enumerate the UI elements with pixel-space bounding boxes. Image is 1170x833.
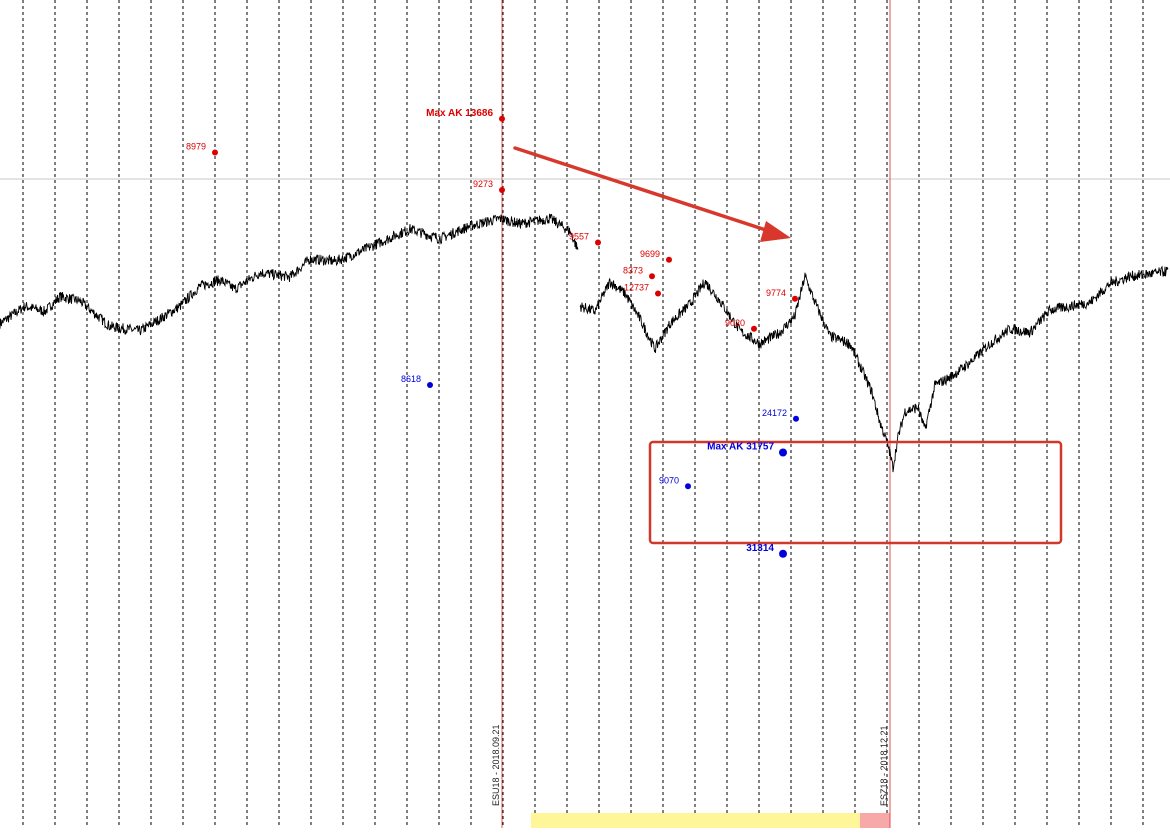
call-12737-label: 12737 [624,283,649,293]
expiry-label-esu18: ESU18 - 2018.09.21 [491,724,501,806]
call-8979-label: 8979 [186,142,206,152]
call-9557-label: 9557 [569,232,589,242]
call-8373-label: 8373 [623,265,643,275]
trend-arrow [513,146,791,242]
put-8618-label: 8618 [401,374,421,384]
annotation-layer: 9273 Max AK 13686 8979 9557 9699 8373 12737 977… [186,108,799,558]
call-9699-dot [666,256,672,263]
vertical-grid [22,0,1144,828]
call-9273-dot [499,187,505,193]
put-31314-label: 31314 [746,543,774,554]
put-8618-dot [427,382,433,388]
put-9070-label: 9070 [659,475,679,485]
call-9020-label: 9020 [725,318,745,328]
call-8979-dot [212,149,218,156]
call-9020-dot [751,325,757,332]
put-max-dot [779,448,787,457]
call-max-label: Max AK 13686 [426,108,493,119]
call-9774-label: 9774 [766,288,786,298]
price-segment-0 [0,213,579,336]
call-9557-dot [595,239,601,246]
expiry-label-esz18: ESZ18 - 2018.12.21 [879,725,889,806]
call-9699-label: 9699 [640,249,660,259]
bottom-bands [531,813,890,828]
price-segment-1 [579,265,1169,473]
call-9774-dot [792,295,798,302]
put-9070-dot [685,483,691,490]
highlight-box [648,440,1063,545]
band-yellow [531,813,860,828]
call-max-dot [499,115,505,122]
price-series [0,213,1169,473]
call-12737-dot [655,290,661,297]
put-max-label: Max AK 31757 [707,442,774,453]
put-24172-label: 24172 [762,408,787,418]
call-8373-dot [649,273,655,280]
band-pink [860,813,890,828]
put-24172-dot [793,415,799,422]
call-9273-label: 9273 [473,179,493,189]
put-31314-dot [779,549,787,558]
